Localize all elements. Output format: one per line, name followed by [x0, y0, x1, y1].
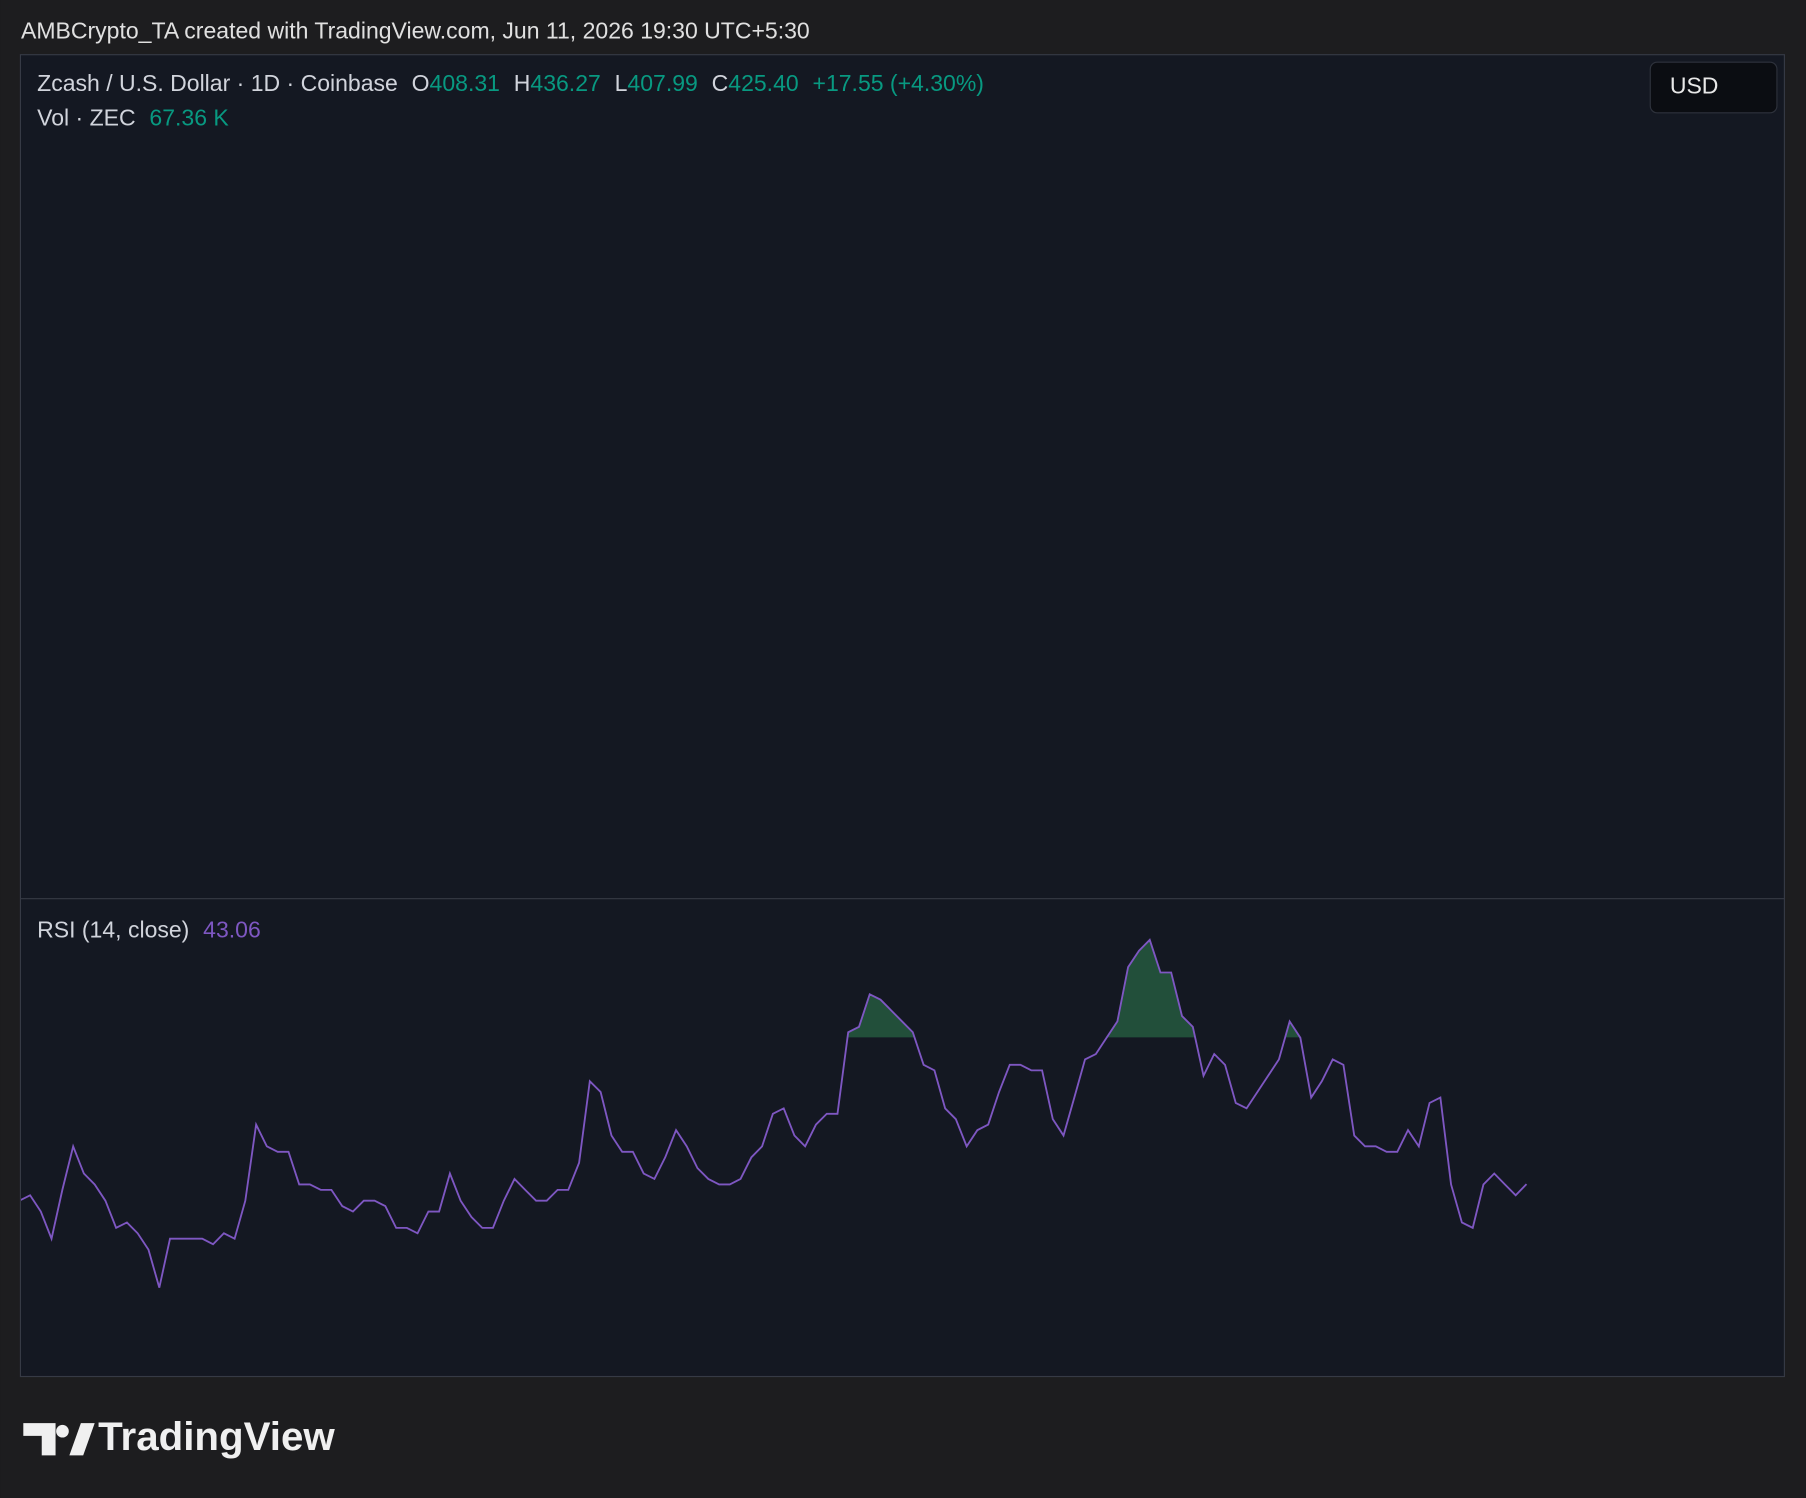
legend-key: C [712, 70, 729, 96]
currency-label[interactable]: USD [1670, 73, 1719, 99]
logo [23, 1423, 95, 1456]
chart-panel [19, 54, 1785, 1378]
legend-value: 436.27 [530, 70, 600, 96]
overbought-fill-group [847, 939, 1301, 1038]
overbought-fill [847, 939, 1301, 1038]
volume-legend: Vol · ZEC 67.36 K [37, 105, 229, 131]
rsi-line [21, 938, 1528, 1288]
volume-value: 67.36 K [149, 105, 229, 131]
legend-title: Zcash / U.S. Dollar · 1D · Coinbase [37, 70, 398, 96]
volume-title: Vol · ZEC [37, 105, 135, 131]
rsi-value: 43.06 [203, 917, 261, 943]
footer-brand: TradingView [98, 1414, 335, 1459]
legend-value: 407.99 [627, 70, 697, 96]
legend-key: O [412, 70, 430, 96]
watermark: AMBCrypto_TA created with TradingView.co… [21, 17, 810, 43]
price-legend: Zcash / U.S. Dollar · 1D · Coinbase O408.… [37, 70, 984, 96]
legend-value: 408.31 [430, 70, 500, 96]
legend-change: +17.55 (+4.30%) [813, 70, 984, 96]
legend-value: 425.40 [728, 70, 798, 96]
currency-button[interactable] [1649, 61, 1778, 114]
legend-key: H [514, 70, 531, 96]
rsi-title: RSI (14, close) [37, 917, 189, 943]
legend-key: L [615, 70, 628, 96]
rsi-legend: RSI (14, close) 43.06 [37, 917, 261, 943]
